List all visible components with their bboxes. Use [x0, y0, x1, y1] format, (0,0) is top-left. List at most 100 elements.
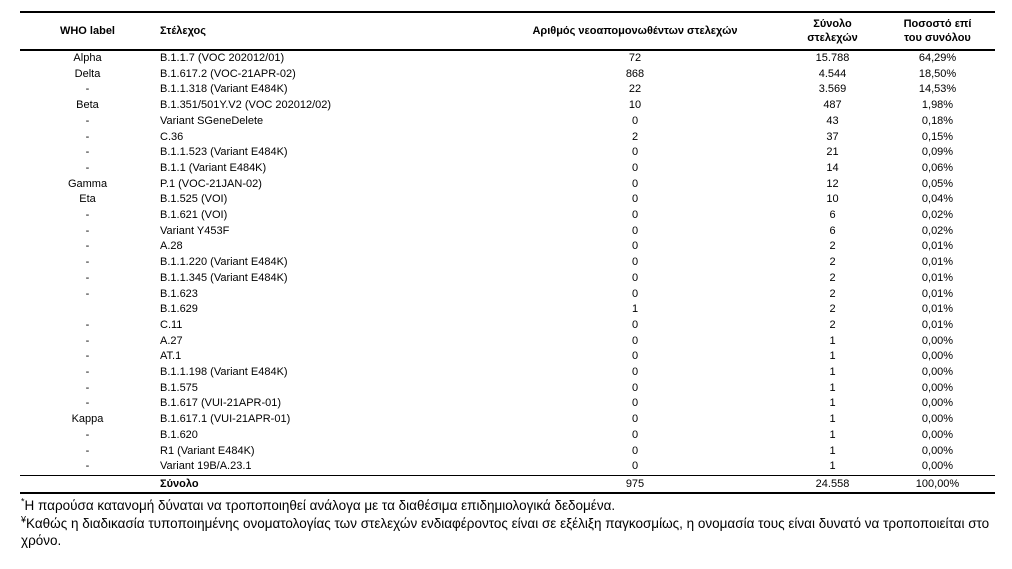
cell-strain: B.1.1.318 (Variant E484K) [160, 83, 288, 96]
cell-strain: R1 (Variant E484K) [160, 444, 255, 457]
cell-who-label: Alpha [73, 52, 102, 64]
cell-strain: B.1.1.523 (Variant E484K) [160, 146, 288, 159]
total-row-total: 24.558 [785, 474, 880, 495]
cell-percent: 0,01% [921, 271, 954, 284]
cell-total: 3.569 [818, 83, 847, 96]
cell-strain: Variant SGeneDelete [160, 114, 264, 127]
cell-who-label: - [85, 444, 90, 457]
cell-total: 10 [826, 193, 839, 206]
cell-percent: 18,50% [918, 67, 957, 80]
cell-new-count: 0 [631, 413, 639, 426]
cell-who-label: - [85, 271, 90, 284]
cell-total: 21 [826, 146, 839, 159]
table-row: - AT.1 0 1 0,00% [20, 349, 995, 365]
cell-percent: 0,09% [921, 146, 954, 159]
cell-who-label: - [85, 114, 90, 127]
table-header-row: WHO label Στέλεχος Αριθμός νεοαπομονωθέν… [20, 12, 995, 51]
cell-strain: Variant 19B/A.23.1 [160, 460, 252, 473]
cell-percent: 0,02% [921, 209, 954, 222]
cell-who-label: - [85, 146, 90, 159]
cell-new-count: 0 [631, 381, 639, 394]
cell-percent: 0,06% [921, 161, 954, 174]
cell-percent: 1,98% [921, 99, 954, 112]
cell-new-count: 868 [625, 67, 645, 80]
footnote-epidemiological: *Η παρούσα κατανομή δύναται να τροποποιη… [21, 497, 1010, 515]
cell-strain: AT.1 [160, 350, 182, 363]
footnote-nomenclature: ¥Καθώς η διαδικασία τυποποιημένης ονοματ… [21, 515, 1010, 550]
header-who-label: WHO label [20, 12, 155, 51]
cell-new-count: 0 [631, 240, 639, 253]
footnote-marker-yen: ¥ [21, 514, 27, 525]
cell-percent: 0,04% [921, 193, 954, 206]
cell-strain: A.27 [160, 334, 183, 347]
cell-strain: B.1.1.220 (Variant E484K) [160, 256, 288, 269]
cell-total: 1 [829, 366, 836, 379]
cell-percent: 14,53% [918, 83, 957, 96]
table-row: - B.1.1.318 (Variant E484K) 22 3.569 14,53% [20, 82, 995, 98]
cell-percent: 0,00% [921, 366, 954, 379]
cell-total: 15.788 [815, 52, 850, 64]
cell-who-label: - [85, 397, 90, 410]
variant-distribution-table: WHO label Στέλεχος Αριθμός νεοαπομονωθέν… [20, 11, 995, 495]
cell-who-label: - [85, 318, 90, 331]
cell-strain: P.1 (VOC-21JAN-02) [160, 177, 262, 190]
table-row: - A.28 0 2 0,01% [20, 239, 995, 255]
footnotes: *Η παρούσα κατανομή δύναται να τροποποιη… [20, 497, 1010, 550]
cell-strain: B.1.621 (VOI) [160, 209, 228, 222]
cell-total: 1 [829, 428, 836, 441]
table-row: - B.1.1.345 (Variant E484K) 0 2 0,01% [20, 271, 995, 287]
table-row: - A.27 0 1 0,00% [20, 334, 995, 350]
table-row: - Variant 19B/A.23.1 0 1 0,00% [20, 459, 995, 475]
cell-who-label: Gamma [67, 177, 108, 190]
cell-total: 2 [829, 240, 836, 253]
cell-strain: B.1.1.7 (VOC 202012/01) [160, 52, 285, 64]
cell-who-label: - [85, 83, 90, 96]
cell-percent: 64,29% [918, 52, 957, 64]
table-row: Kappa B.1.617.1 (VUI-21APR-01) 0 1 0,00% [20, 412, 995, 428]
cell-strain: B.1.1.345 (Variant E484K) [160, 271, 288, 284]
cell-new-count: 1 [631, 303, 639, 316]
cell-percent: 0,01% [921, 287, 954, 300]
cell-new-count: 10 [628, 99, 642, 112]
header-total-strains: Σύνολο στελεχών [785, 12, 880, 51]
cell-strain: B.1.623 [160, 287, 198, 300]
header-strain: Στέλεχος [155, 12, 485, 51]
table-row: - Variant SGeneDelete 0 43 0,18% [20, 114, 995, 130]
cell-percent: 0,00% [921, 460, 954, 473]
table-footer: Σύνολο 975 24.558 100,00% [20, 474, 995, 495]
footnote-marker-asterisk: * [21, 496, 25, 507]
cell-strain: Variant Y453F [160, 224, 230, 237]
cell-who-label: - [85, 428, 90, 441]
cell-percent: 0,00% [921, 444, 954, 457]
cell-who-label: - [85, 256, 90, 269]
cell-total: 4.544 [818, 67, 847, 80]
cell-new-count: 0 [631, 460, 639, 473]
table-row: - B.1.1.198 (Variant E484K) 0 1 0,00% [20, 365, 995, 381]
cell-strain: B.1.629 [160, 303, 198, 316]
cell-who-label [20, 302, 155, 318]
table-row: - B.1.623 0 2 0,01% [20, 287, 995, 303]
cell-new-count: 22 [628, 83, 642, 96]
cell-who-label: - [85, 381, 90, 394]
cell-total: 2 [829, 271, 836, 284]
cell-new-count: 0 [631, 146, 639, 159]
cell-new-count: 0 [631, 318, 639, 331]
cell-total: 14 [826, 161, 839, 174]
cell-percent: 0,18% [921, 114, 954, 127]
table-row: - B.1.1.523 (Variant E484K) 0 21 0,09% [20, 145, 995, 161]
cell-who-label: - [85, 161, 90, 174]
table-row: - Variant Y453F 0 6 0,02% [20, 224, 995, 240]
cell-strain: B.1.1 (Variant E484K) [160, 161, 267, 174]
table-header: WHO label Στέλεχος Αριθμός νεοαπομονωθέν… [20, 12, 995, 51]
total-row-percent: 100,00% [880, 474, 995, 495]
cell-total: 2 [829, 287, 836, 300]
cell-who-label: - [85, 460, 90, 473]
cell-strain: B.1.351/501Y.V2 (VOC 202012/02) [160, 99, 332, 112]
cell-percent: 0,15% [921, 130, 954, 143]
cell-total: 1 [829, 381, 836, 394]
cell-percent: 0,00% [921, 381, 954, 394]
total-row-empty-cell [20, 474, 155, 495]
cell-percent: 0,00% [921, 428, 954, 441]
cell-total: 1 [829, 460, 836, 473]
cell-new-count: 0 [631, 397, 639, 410]
